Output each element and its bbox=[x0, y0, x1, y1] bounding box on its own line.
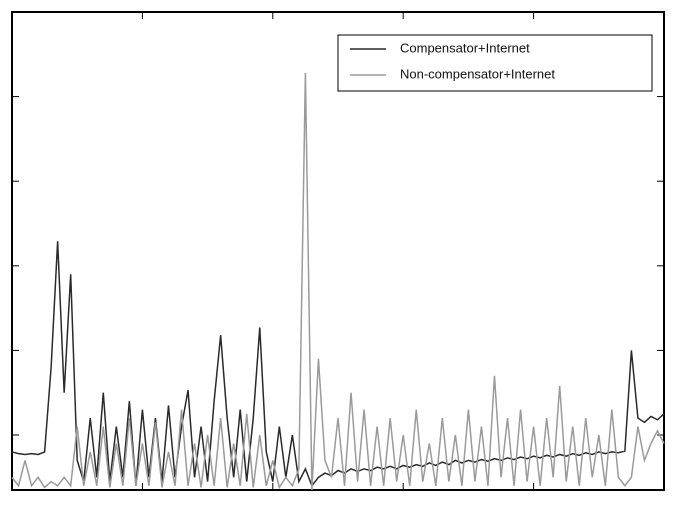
legend-label: Compensator+Internet bbox=[400, 40, 530, 55]
legend-box bbox=[337, 34, 653, 92]
plot-frame bbox=[11, 11, 665, 491]
series-line bbox=[11, 72, 665, 491]
legend-label: Non-compensator+Internet bbox=[400, 66, 555, 81]
